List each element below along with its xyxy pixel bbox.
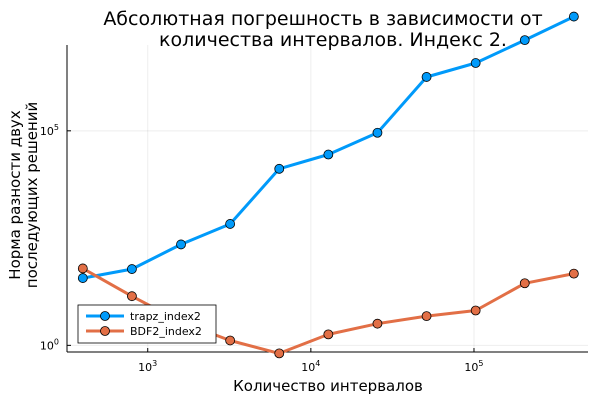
legend-label-trapz: trapz_index2: [130, 310, 201, 323]
data-point-BDF2_index2: [274, 348, 285, 359]
x-tick-label: 103: [138, 359, 157, 374]
y-tick-exponent: 5: [54, 123, 59, 132]
data-point-BDF2_index2: [470, 305, 481, 316]
y-tick-exponent: 0: [54, 337, 59, 346]
x-ticks: 103 104 105: [138, 348, 484, 374]
legend-marker-trapz: [100, 311, 110, 321]
x-tick-exponent: 3: [152, 359, 157, 368]
legend-label-bdf2: BDF2_index2: [130, 325, 202, 338]
data-point-trapz_index2: [421, 72, 432, 82]
x-tick-base: 10: [301, 361, 315, 374]
data-point-BDF2_index2: [568, 268, 579, 279]
data-point-BDF2_index2: [421, 311, 432, 322]
y-tick-label: 100: [40, 337, 59, 352]
y-tick-base: 10: [40, 125, 54, 138]
y-tick-base: 10: [40, 339, 54, 352]
x-axis-label: Количество интервалов: [233, 377, 423, 395]
x-tick-base: 10: [138, 361, 152, 374]
data-point-trapz_index2: [176, 239, 186, 250]
x-tick-label: 105: [464, 359, 483, 374]
data-point-BDF2_index2: [225, 335, 236, 346]
x-tick-exponent: 5: [478, 359, 483, 368]
data-point-trapz_index2: [568, 11, 579, 22]
legend-box: [77, 304, 217, 344]
data-point-BDF2_index2: [77, 263, 88, 274]
data-point-trapz_index2: [274, 163, 285, 174]
data-point-trapz_index2: [225, 219, 236, 229]
data-point-BDF2_index2: [519, 278, 530, 289]
x-tick-label: 104: [301, 359, 320, 374]
y-tick-label: 105: [40, 123, 59, 138]
data-point-trapz_index2: [519, 35, 530, 46]
data-point-trapz_index2: [127, 264, 137, 274]
y-axis-label-line2: последующих решений: [23, 102, 41, 288]
y-axis-label: Норма разности двух последующих решений: [6, 102, 41, 288]
series-trapz_index2: [77, 11, 579, 283]
y-axis-label-line1: Норма разности двух: [6, 110, 24, 280]
x-tick-base: 10: [464, 361, 478, 374]
data-point-BDF2_index2: [127, 291, 137, 302]
legend-marker-bdf2: [100, 326, 110, 336]
data-point-trapz_index2: [372, 127, 383, 138]
x-tick-exponent: 4: [315, 359, 320, 368]
grid-lines: [67, 45, 588, 352]
data-point-trapz_index2: [77, 273, 88, 283]
legend: trapz_index2 BDF2_index2: [77, 304, 217, 344]
chart-title-line2: количества интервалов. Индекс 2.: [159, 29, 507, 51]
chart-title-line1: Абсолютная погрешность в зависимости от: [103, 8, 542, 30]
data-point-BDF2_index2: [372, 318, 383, 329]
data-point-BDF2_index2: [323, 329, 334, 340]
data-point-trapz_index2: [470, 58, 481, 68]
data-point-trapz_index2: [323, 149, 334, 160]
